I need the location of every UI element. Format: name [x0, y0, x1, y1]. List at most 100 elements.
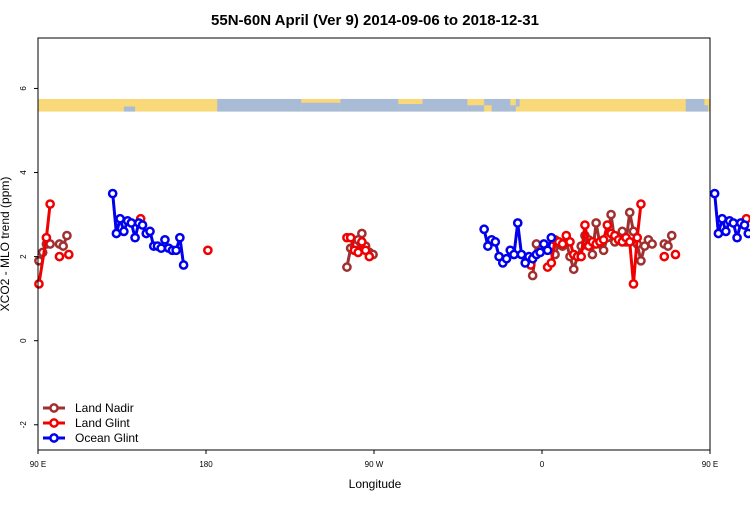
y-axis-label: XCO2 - MLO trend (ppm) [0, 177, 12, 312]
data-point [490, 237, 501, 247]
data-point [632, 232, 643, 243]
map-ocean-block [301, 102, 341, 112]
x-tick-label: 90 E [702, 460, 718, 469]
data-point [111, 228, 122, 239]
data-point [591, 218, 601, 228]
x-tick-label: 0 [540, 460, 545, 469]
data-point [137, 220, 148, 230]
data-point [576, 251, 587, 262]
legend-marker [49, 403, 59, 413]
data-point [602, 220, 613, 230]
data-point [107, 188, 118, 199]
data-point [709, 188, 720, 199]
data-point [546, 232, 557, 243]
data-point [531, 239, 542, 249]
data-point [568, 264, 579, 275]
map-ocean-block [123, 106, 136, 112]
y-tick-label: -2 [19, 421, 28, 429]
x-axis: 90 E 180 90 W 0 90 E [30, 450, 718, 469]
x-tick-label: 90 W [365, 460, 384, 469]
map-ocean-block [491, 98, 511, 112]
data-point [178, 260, 189, 270]
data-point [647, 239, 657, 249]
data-point [713, 228, 724, 239]
data-point [364, 251, 375, 262]
data-point [512, 218, 523, 228]
y-tick-label: 6 [19, 86, 28, 91]
series-ocean-glint [107, 188, 750, 270]
data-point [119, 226, 129, 237]
legend-marker [49, 418, 59, 428]
data-point [628, 279, 639, 289]
map-ocean-block [484, 98, 492, 106]
data-point [34, 279, 44, 289]
data-point [479, 224, 489, 235]
y-axis: -2 0 2 4 6 [19, 86, 38, 429]
legend-label: Land Nadir [75, 401, 134, 415]
data-point [557, 239, 568, 249]
data-point [636, 199, 646, 209]
data-point [115, 213, 125, 224]
data-point [663, 241, 673, 251]
data-point [45, 199, 55, 209]
map-ocean-block [422, 98, 468, 112]
world-map-strip [38, 98, 710, 112]
data-point [41, 232, 52, 243]
data-point [624, 207, 635, 218]
data-point [175, 232, 185, 243]
data-point [542, 245, 553, 256]
data-point [527, 270, 538, 281]
data-point [130, 232, 140, 243]
data-point [732, 232, 742, 243]
data-point [62, 230, 72, 241]
data-point [666, 230, 677, 241]
data-point [58, 241, 69, 251]
data-point [357, 237, 367, 247]
data-point [587, 249, 598, 260]
legend-label: Land Glint [75, 416, 130, 430]
x-tick-label: 180 [199, 460, 213, 469]
data-point [659, 251, 670, 262]
data-point [717, 213, 727, 224]
data-point [535, 247, 545, 258]
data-point [636, 255, 646, 266]
y-tick-label: 4 [19, 170, 28, 175]
map-ocean-block [515, 98, 520, 107]
data-point [721, 226, 731, 237]
data-point [598, 245, 609, 256]
map-ocean-block [340, 98, 399, 112]
data-point [598, 234, 609, 245]
y-tick-label: 0 [19, 338, 28, 343]
data-point [145, 226, 155, 237]
data-point [728, 218, 739, 228]
data-point [54, 251, 65, 262]
x-axis-label: Longitude [349, 477, 402, 491]
data-point [516, 249, 527, 260]
map-ocean-block [398, 104, 423, 112]
data-point [580, 220, 590, 230]
legend-marker [49, 433, 59, 443]
map-ocean-block [704, 105, 709, 112]
x-tick-label: 90 E [30, 460, 46, 469]
y-tick-label: 2 [19, 254, 28, 259]
data-point [203, 245, 213, 256]
data-point [624, 237, 635, 247]
data-point [546, 258, 557, 268]
map-ocean-block [467, 105, 485, 112]
data-point [345, 232, 356, 243]
data-point [670, 249, 681, 260]
map-ocean-block [217, 98, 302, 112]
chart-title: 55N-60N April (Ver 9) 2014-09-06 to 2018… [211, 12, 539, 29]
data-point [357, 228, 367, 239]
data-point [501, 253, 512, 264]
legend-label: Ocean Glint [75, 431, 139, 445]
data-point [565, 237, 575, 247]
data-point [739, 220, 750, 230]
data-point [353, 247, 363, 258]
data-point [342, 262, 352, 272]
map-ocean-block [685, 98, 705, 112]
data-point [606, 209, 616, 220]
